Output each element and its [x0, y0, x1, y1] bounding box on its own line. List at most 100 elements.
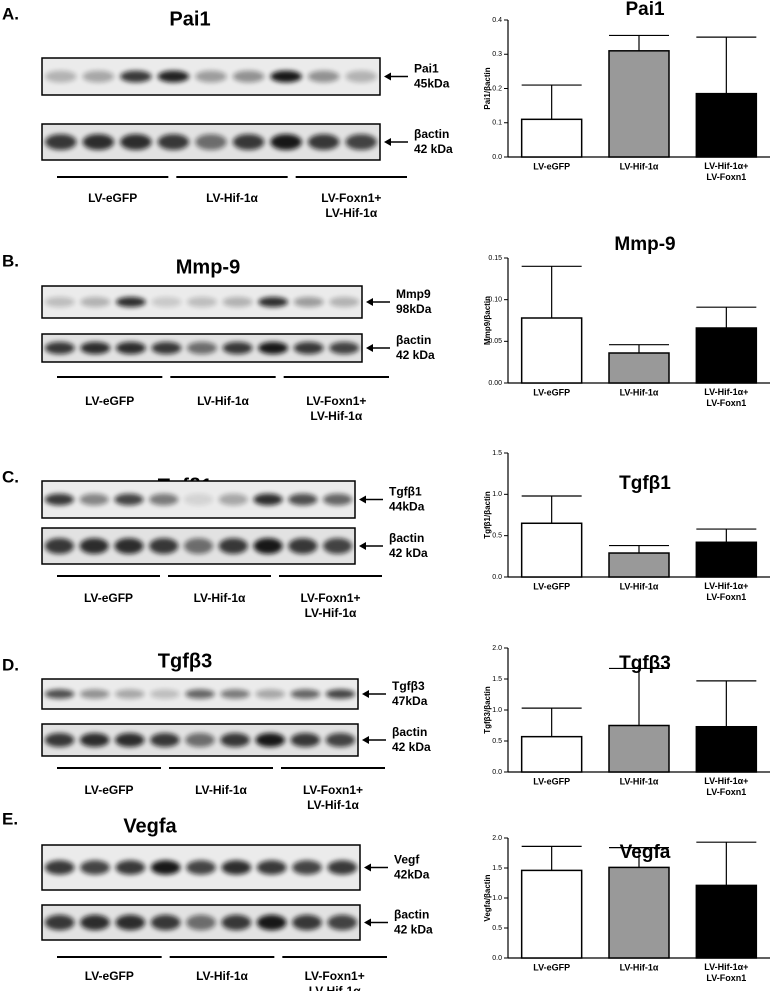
blot-title: Tgfβ3: [158, 650, 212, 672]
blot-band: [325, 689, 356, 699]
bar: [520, 869, 583, 959]
blot-band: [187, 296, 217, 308]
arrow-head: [364, 863, 371, 872]
bar: [608, 724, 670, 773]
x-tick-label: LV-Hif-1α+ LV-Foxn1: [704, 962, 748, 983]
bar: [520, 735, 583, 773]
blot-band: [185, 689, 215, 699]
blot-band: [293, 296, 324, 308]
group-label: LV-eGFP: [88, 191, 137, 205]
group-label: LV-Foxn1+LV-Hif-1α: [305, 969, 365, 991]
blot-band: [292, 914, 322, 931]
blot-label: βactin 42 kDa: [396, 333, 435, 362]
blot-band: [44, 296, 75, 308]
blot-band: [232, 134, 265, 150]
blot-band: [255, 732, 285, 748]
blot-band: [44, 732, 75, 748]
x-tick-label: LV-Hif-1α: [620, 161, 659, 171]
blot-band: [82, 134, 115, 150]
x-tick-label: LV-eGFP: [533, 962, 570, 972]
blot-band: [186, 914, 216, 931]
bar: [520, 522, 583, 578]
blot-band: [44, 860, 75, 875]
blot-band: [151, 296, 182, 308]
blot-band: [80, 914, 110, 931]
x-tick-label: LV-Hif-1α+ LV-Foxn1: [704, 581, 748, 602]
y-tick-label: 0.10: [488, 297, 502, 304]
x-tick-label: LV-Hif-1α+ LV-Foxn1: [704, 387, 748, 408]
y-tick-label: 0.2: [492, 85, 502, 92]
blot-band: [270, 134, 302, 150]
group-label: LV-Foxn1+LV-Hif-1α: [306, 394, 366, 423]
blot-label: βactin 42 kDa: [389, 531, 428, 560]
blot-title: Vegfa: [123, 815, 177, 837]
group-label: LV-Foxn1+LV-Hif-1α: [321, 191, 381, 220]
group-label: LV-Hif-1α: [206, 191, 258, 205]
blot-band: [218, 538, 248, 554]
panel-letter: C.: [2, 467, 19, 486]
bar: [695, 327, 758, 384]
blot-band: [79, 732, 110, 748]
y-axis-label: Tgfβ3/βactin: [483, 686, 492, 734]
blot-band: [80, 341, 111, 355]
bar: [695, 725, 758, 773]
blot-band: [290, 689, 321, 699]
blot-band: [255, 689, 285, 699]
blot-band: [82, 70, 115, 83]
y-tick-label: 0.0: [492, 955, 502, 962]
arrow-head: [359, 542, 366, 550]
bar: [608, 866, 670, 959]
chart-title: Pai1: [625, 0, 665, 20]
blot-band: [345, 70, 377, 83]
x-tick-label: LV-Hif-1α+ LV-Foxn1: [704, 161, 748, 182]
blot-band: [325, 732, 356, 748]
blot-label: Mmp9 98kDa: [396, 287, 432, 316]
blot-band: [329, 341, 360, 355]
blot-band: [115, 341, 146, 355]
blot-band: [256, 914, 287, 931]
panel-letter: B.: [2, 251, 19, 270]
blot-label: Pai1 45kDa: [414, 62, 450, 91]
y-tick-label: 0.3: [492, 51, 502, 58]
x-tick-label: LV-eGFP: [533, 387, 570, 397]
blot-band: [221, 860, 252, 875]
bar: [520, 118, 583, 158]
blot-band: [187, 341, 217, 355]
group-label: LV-Foxn1+LV-Hif-1α: [303, 783, 363, 812]
arrow-head: [384, 138, 391, 146]
blot-band: [120, 70, 152, 83]
y-tick-label: 2.0: [492, 835, 502, 842]
blot-band: [345, 134, 377, 150]
bar: [608, 552, 670, 578]
y-tick-label: 0.5: [492, 533, 502, 540]
arrow-head: [366, 344, 373, 352]
blot-band: [258, 296, 289, 308]
x-tick-label: LV-eGFP: [533, 581, 570, 591]
blot-band: [79, 493, 109, 506]
bar: [608, 352, 670, 384]
chart-title: Tgfβ1: [619, 473, 671, 494]
bar: [520, 317, 583, 384]
arrow-head: [366, 298, 373, 306]
blot-title: Pai1: [169, 8, 210, 30]
blot-band: [44, 493, 74, 506]
panel-letter: D.: [2, 655, 19, 674]
blot-label: Tgfβ1 44kDa: [389, 485, 425, 514]
y-tick-label: 1.5: [492, 450, 502, 457]
blot-band: [222, 296, 253, 308]
blot-label: βactin 42 kDa: [394, 908, 433, 937]
blot-band: [115, 296, 146, 308]
blot-label: Tgfβ3 47kDa: [392, 679, 428, 708]
blot-band: [183, 493, 214, 506]
y-tick-label: 0.5: [492, 925, 502, 932]
blot-band: [150, 732, 180, 748]
y-tick-label: 0.0: [492, 154, 502, 161]
blot-band: [80, 860, 110, 875]
x-tick-label: LV-Hif-1α+ LV-Foxn1: [704, 776, 748, 797]
y-tick-label: 0.0: [492, 769, 502, 776]
group-label: LV-Foxn1+LV-Hif-1α: [300, 591, 360, 620]
blot-band: [258, 341, 289, 355]
blot-label: βactin 42 kDa: [392, 725, 431, 754]
group-label: LV-Hif-1α: [196, 969, 248, 983]
